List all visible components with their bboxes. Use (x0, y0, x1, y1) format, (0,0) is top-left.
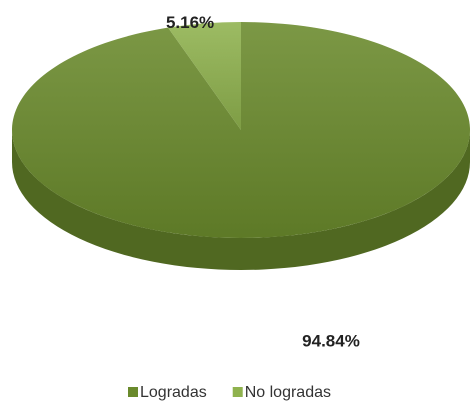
legend: Logradas No logradas (128, 384, 331, 401)
legend-label: Logradas (140, 384, 207, 401)
legend-swatch (128, 387, 138, 397)
value-label: 5.16% (166, 13, 214, 32)
pie (12, 22, 470, 270)
slice-side (12, 130, 470, 270)
legend-swatch (232, 387, 243, 397)
value-label: 94.84% (302, 331, 360, 350)
slice-shade (12, 22, 470, 238)
slice-shade (168, 22, 241, 130)
legend-label: No logradas (245, 384, 331, 401)
